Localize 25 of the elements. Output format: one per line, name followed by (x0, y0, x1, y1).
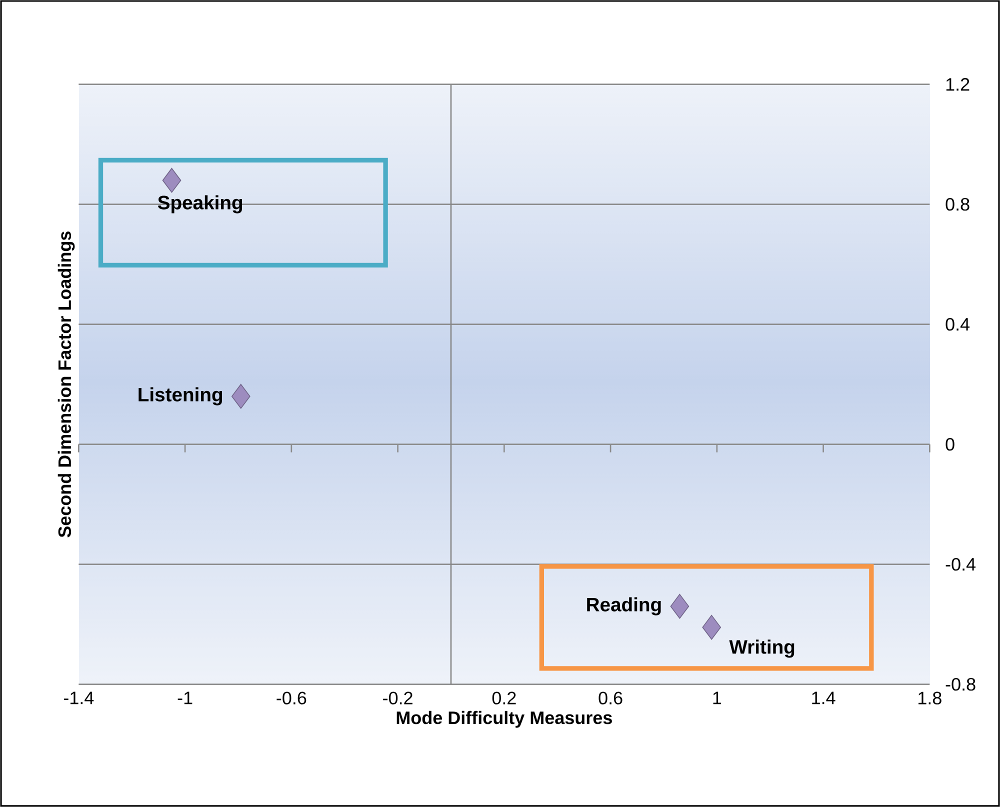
x-axis-title: Mode Difficulty Measures (396, 710, 612, 728)
x-tick-label: 1 (713, 692, 722, 704)
x-tick-label: -1.4 (64, 692, 94, 704)
y-tick-label: 1.2 (946, 78, 970, 91)
x-tick-label: 0.2 (492, 692, 516, 704)
x-tick-label: -0.6 (276, 692, 306, 704)
y-tick-label: 0 (946, 438, 954, 451)
x-tick-label: -0.2 (383, 692, 412, 704)
y-tick-label: -0.4 (946, 558, 976, 571)
x-tick-label: -1 (178, 692, 192, 704)
annotation: Reading (587, 597, 661, 616)
y-tick-label: -0.8 (946, 678, 976, 691)
x-tick-label: 1.4 (812, 692, 836, 704)
y-tick-label: 0.8 (946, 198, 970, 211)
y-tick-label: 0.4 (946, 318, 970, 331)
annotation: Listening (138, 387, 222, 406)
point (702, 614, 721, 640)
point (162, 168, 182, 193)
annotation: Speaking (158, 195, 242, 214)
point (670, 594, 690, 619)
annotation: Writing (729, 640, 794, 658)
point (231, 384, 250, 409)
x-tick-label: 0.6 (598, 692, 622, 704)
y-axis-title: Second Dimension Factor Loadings (58, 232, 75, 538)
x-tick-label: 1.8 (918, 692, 942, 704)
